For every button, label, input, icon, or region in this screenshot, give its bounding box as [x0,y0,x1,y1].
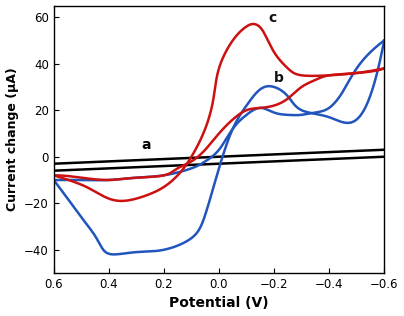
Text: c: c [269,11,277,25]
Y-axis label: Current change (μA): Current change (μA) [6,67,19,211]
X-axis label: Potential (V): Potential (V) [169,296,269,310]
Text: b: b [274,71,284,85]
Text: a: a [142,137,152,152]
